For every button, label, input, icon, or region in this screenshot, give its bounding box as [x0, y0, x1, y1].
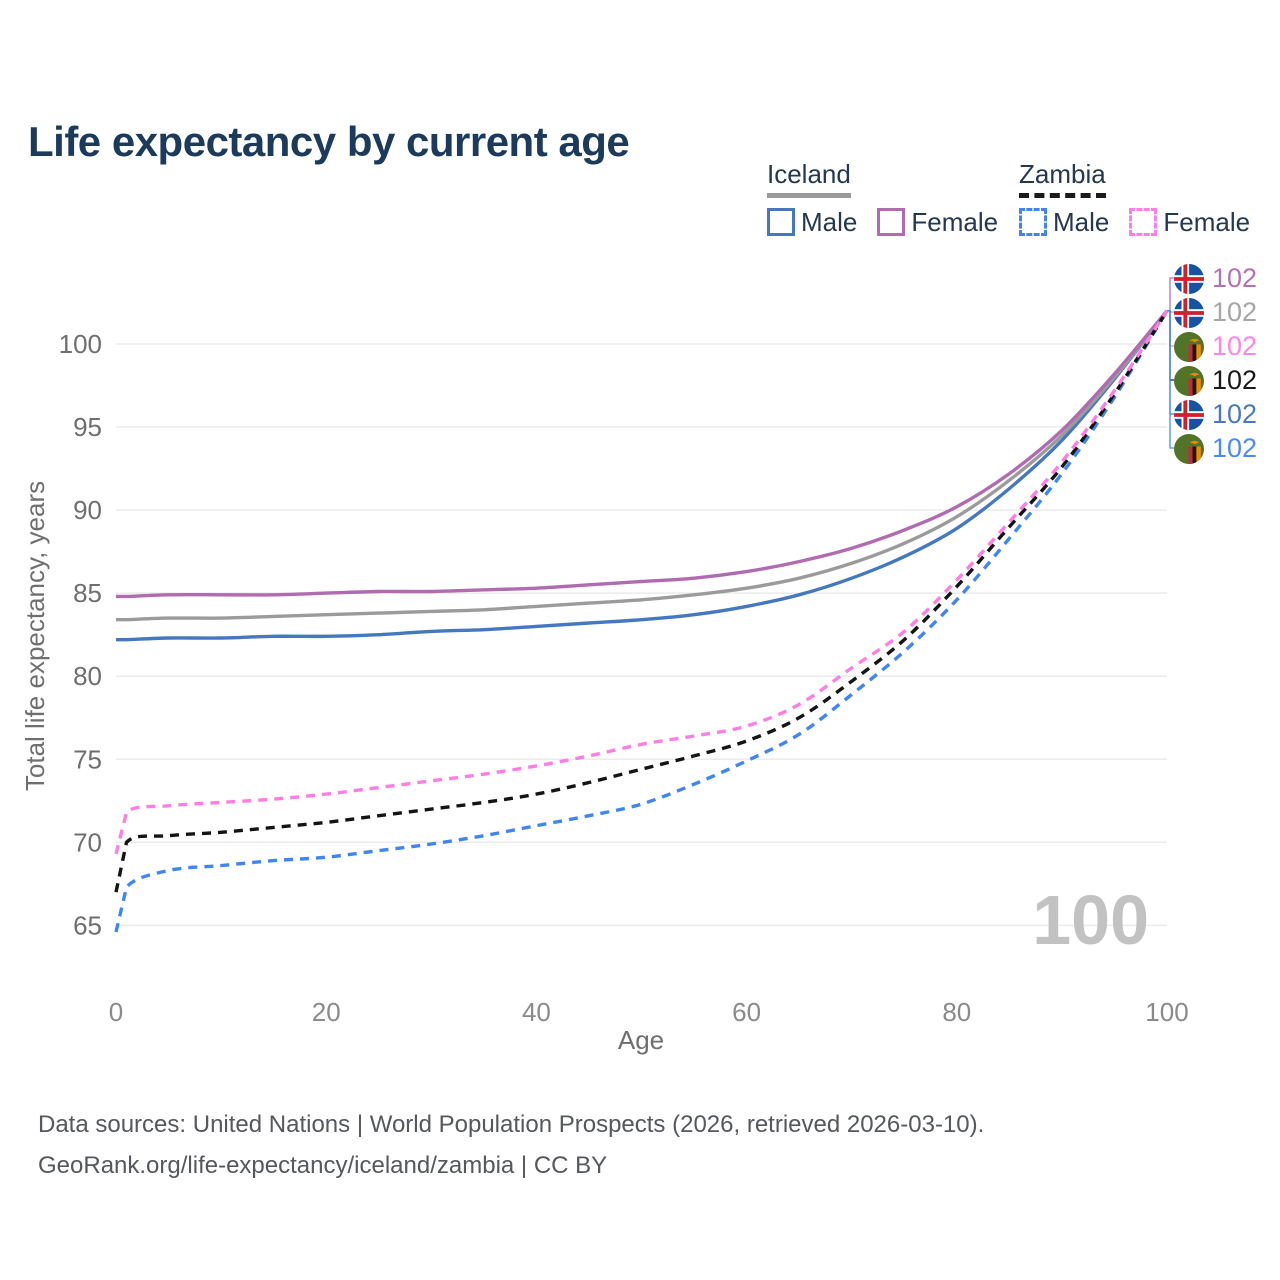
y-tick-85: 85: [73, 578, 102, 608]
x-tick-20: 20: [312, 997, 341, 1027]
legend-group-iceland: Iceland Male Female: [767, 160, 998, 238]
connector-iceland-female: [1167, 277, 1174, 312]
legend-label-iceland-male[interactable]: Male: [801, 206, 858, 237]
x-tick-100: 100: [1145, 997, 1188, 1027]
legend-country-iceland[interactable]: Iceland: [767, 160, 851, 198]
series-line-zambia-female[interactable]: [114, 309, 1169, 855]
iceland-flag-icon: [1174, 263, 1204, 294]
y-tick-65: 65: [73, 910, 102, 940]
end-label-zambia-male[interactable]: 102: [1174, 433, 1257, 464]
source-url-text: GeoRank.org/life-expectancy/iceland/zamb…: [38, 1152, 608, 1179]
legend-country-zambia[interactable]: Zambia: [1019, 160, 1106, 198]
series-line-iceland-female[interactable]: [116, 309, 1169, 599]
x-axis-tick-labels: 0 20 40 60 80 100: [109, 997, 1189, 1027]
zambia-flag-icon: [1174, 331, 1204, 362]
y-tick-75: 75: [73, 744, 102, 774]
end-value: 102: [1212, 399, 1258, 429]
end-value: 102: [1212, 297, 1258, 327]
y-tick-90: 90: [73, 495, 102, 525]
series-line-iceland-average[interactable]: [116, 309, 1169, 622]
end-value: 102: [1212, 365, 1258, 395]
series-line-zambia-average[interactable]: [114, 309, 1169, 893]
end-label-zambia-female[interactable]: 102: [1174, 331, 1257, 362]
page-title: Life expectancy by current age: [28, 118, 630, 166]
legend-label-iceland-female[interactable]: Female: [911, 206, 999, 237]
legend-swatch-zambia-female[interactable]: [1129, 208, 1158, 237]
end-label-iceland-female[interactable]: 102: [1174, 263, 1257, 294]
y-tick-80: 80: [73, 661, 102, 691]
zambia-flag-icon: [1174, 365, 1204, 396]
gridlines: [116, 343, 1167, 927]
y-tick-95: 95: [73, 412, 102, 442]
end-value: 102: [1212, 263, 1258, 293]
data-sources-text: Data sources: United Nations | World Pop…: [38, 1111, 985, 1138]
legend-swatch-iceland-female[interactable]: [877, 208, 906, 237]
legend-swatch-zambia-male[interactable]: [1019, 208, 1047, 237]
legend-swatch-iceland-male[interactable]: [767, 208, 795, 237]
end-label-connectors: [1167, 277, 1174, 449]
series-line-iceland-male[interactable]: [116, 309, 1169, 642]
end-value: 102: [1212, 331, 1258, 361]
y-tick-70: 70: [73, 827, 102, 857]
x-axis-title: Age: [618, 1025, 664, 1055]
x-tick-80: 80: [942, 997, 971, 1027]
end-label-iceland-average[interactable]: 102: [1174, 297, 1257, 328]
chart-series: [114, 309, 1169, 933]
x-tick-40: 40: [522, 997, 551, 1027]
iceland-flag-icon: [1174, 297, 1204, 328]
end-label-zambia-average[interactable]: 102: [1174, 365, 1257, 396]
x-tick-60: 60: [732, 997, 761, 1027]
legend-label-zambia-female[interactable]: Female: [1163, 206, 1251, 237]
legend-label-zambia-male[interactable]: Male: [1053, 206, 1110, 237]
y-tick-100: 100: [59, 329, 102, 359]
watermark-age-counter: 100: [1032, 881, 1149, 959]
legend-group-zambia: Zambia Male Female: [1019, 160, 1250, 238]
end-label-iceland-male[interactable]: 102: [1174, 399, 1257, 430]
iceland-flag-icon: [1174, 399, 1204, 430]
series-line-zambia-male[interactable]: [114, 309, 1169, 933]
chart-footer: Data sources: United Nations | World Pop…: [38, 1104, 984, 1186]
connector-zambia-male: [1167, 310, 1174, 449]
zambia-flag-icon: [1174, 433, 1204, 464]
y-axis-title: Total life expectancy, years: [20, 481, 50, 791]
end-value: 102: [1212, 433, 1258, 463]
x-tick-0: 0: [109, 997, 123, 1027]
y-axis-tick-labels: 65 70 75 80 85 90 95 100: [59, 329, 102, 940]
